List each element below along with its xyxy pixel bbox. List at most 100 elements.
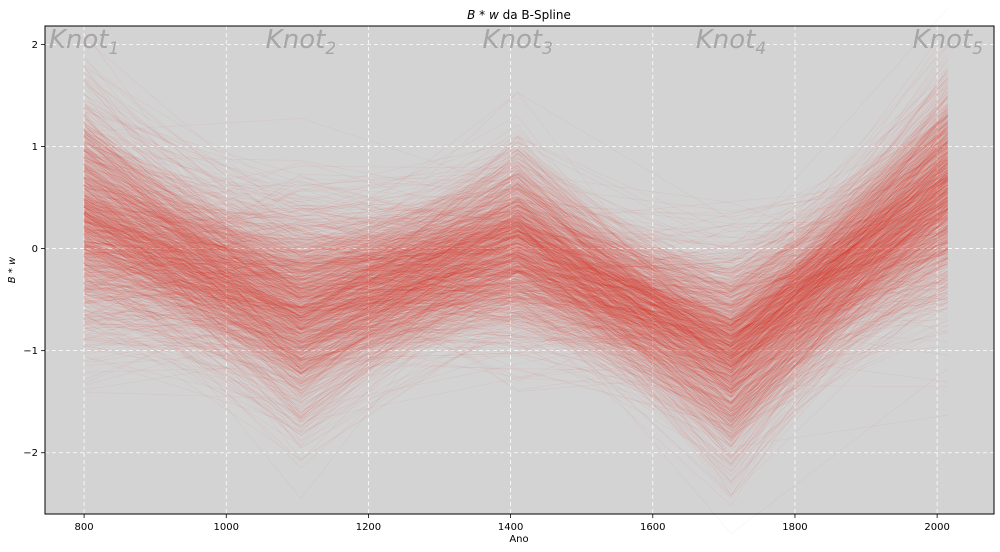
curve-line <box>84 143 948 310</box>
curve-line <box>84 204 948 391</box>
curve-line <box>84 215 948 326</box>
curve-line <box>83 207 949 441</box>
curve-series <box>83 8 949 535</box>
curve-line <box>84 204 948 329</box>
curve-line <box>83 142 948 368</box>
title: B * w da B-Spline <box>467 8 571 22</box>
chart-title-main: B * w <box>467 8 499 22</box>
curve-line <box>83 52 949 333</box>
curve-line <box>84 115 949 460</box>
curve-line <box>84 60 949 330</box>
curve-line <box>84 151 948 323</box>
curve-line <box>83 159 948 375</box>
curve-line <box>83 230 948 386</box>
curve-line <box>83 170 948 396</box>
curve-line <box>83 171 948 371</box>
curve-line <box>84 211 948 330</box>
curve-line <box>83 172 948 320</box>
curve-line <box>84 261 948 417</box>
curve-line <box>84 135 949 379</box>
curve-line <box>83 194 948 352</box>
curve-line <box>84 264 948 398</box>
curve-line <box>84 163 949 409</box>
curve-line <box>84 207 948 364</box>
curve-line <box>83 206 948 376</box>
curve-line <box>84 279 948 413</box>
curve-line <box>83 117 949 348</box>
curve-line <box>83 133 949 404</box>
curve-line <box>83 218 948 352</box>
curve-line <box>84 129 948 255</box>
curve-line <box>84 209 948 366</box>
curve-line <box>84 169 948 333</box>
curve-line <box>84 193 948 350</box>
curve-line <box>84 270 948 396</box>
curve-line <box>83 211 948 446</box>
curve-line <box>84 181 948 357</box>
curve-line <box>84 178 949 393</box>
curve-line <box>83 184 948 347</box>
curve-line <box>83 211 948 318</box>
curve-line <box>84 261 948 398</box>
curve-line <box>83 175 948 332</box>
curve-line <box>84 207 948 379</box>
curve-line <box>83 175 948 334</box>
curve-line <box>83 157 949 421</box>
curve-line <box>84 171 949 381</box>
curve-line <box>83 73 948 284</box>
curve-line <box>83 156 949 383</box>
curve-line <box>83 236 948 462</box>
curve-line <box>84 137 949 385</box>
curve-line <box>83 191 948 429</box>
curve-line <box>84 175 948 339</box>
curve-line <box>83 198 948 361</box>
curve-line <box>84 112 949 335</box>
curve-line <box>84 137 949 357</box>
curve-line <box>83 217 948 418</box>
curve-line <box>83 129 949 344</box>
curve-line <box>83 256 948 349</box>
curve-line <box>84 185 948 345</box>
curve-line <box>84 232 948 336</box>
curve-line <box>83 179 948 359</box>
curve-line <box>83 184 948 320</box>
curve-line <box>84 169 948 260</box>
curve-line <box>83 159 948 337</box>
curve-line <box>84 127 948 314</box>
curve-line <box>84 238 948 364</box>
curve-line <box>83 141 948 331</box>
curve-line <box>84 151 948 333</box>
curve-line <box>84 186 948 367</box>
curve-line <box>83 177 948 394</box>
curve-line <box>83 151 949 368</box>
curve-line <box>83 104 948 314</box>
curve-line <box>84 195 948 363</box>
curve-line <box>83 144 948 349</box>
curve-line <box>84 153 949 354</box>
curve-line <box>83 166 948 313</box>
curve-line <box>83 91 949 349</box>
curve-line <box>84 133 949 342</box>
curve-line <box>83 177 948 354</box>
curve-line <box>84 207 948 334</box>
curve-line <box>83 119 948 308</box>
curve-line <box>83 55 948 322</box>
curve-line <box>84 199 948 351</box>
curve-line <box>83 247 948 469</box>
curve-line <box>84 175 949 416</box>
curve-line <box>83 152 949 368</box>
curve-line <box>84 221 948 320</box>
curve-line <box>84 119 949 391</box>
curve-line <box>83 153 949 397</box>
curve-line <box>83 128 949 333</box>
curve-line <box>83 153 948 305</box>
curve-line <box>83 219 948 351</box>
curve-line <box>83 257 948 374</box>
curve-line <box>83 230 948 372</box>
curve-line <box>83 211 949 408</box>
curve-line <box>84 125 948 316</box>
curve-line <box>83 138 948 372</box>
curve-line <box>83 172 948 311</box>
curve-line <box>84 207 948 368</box>
